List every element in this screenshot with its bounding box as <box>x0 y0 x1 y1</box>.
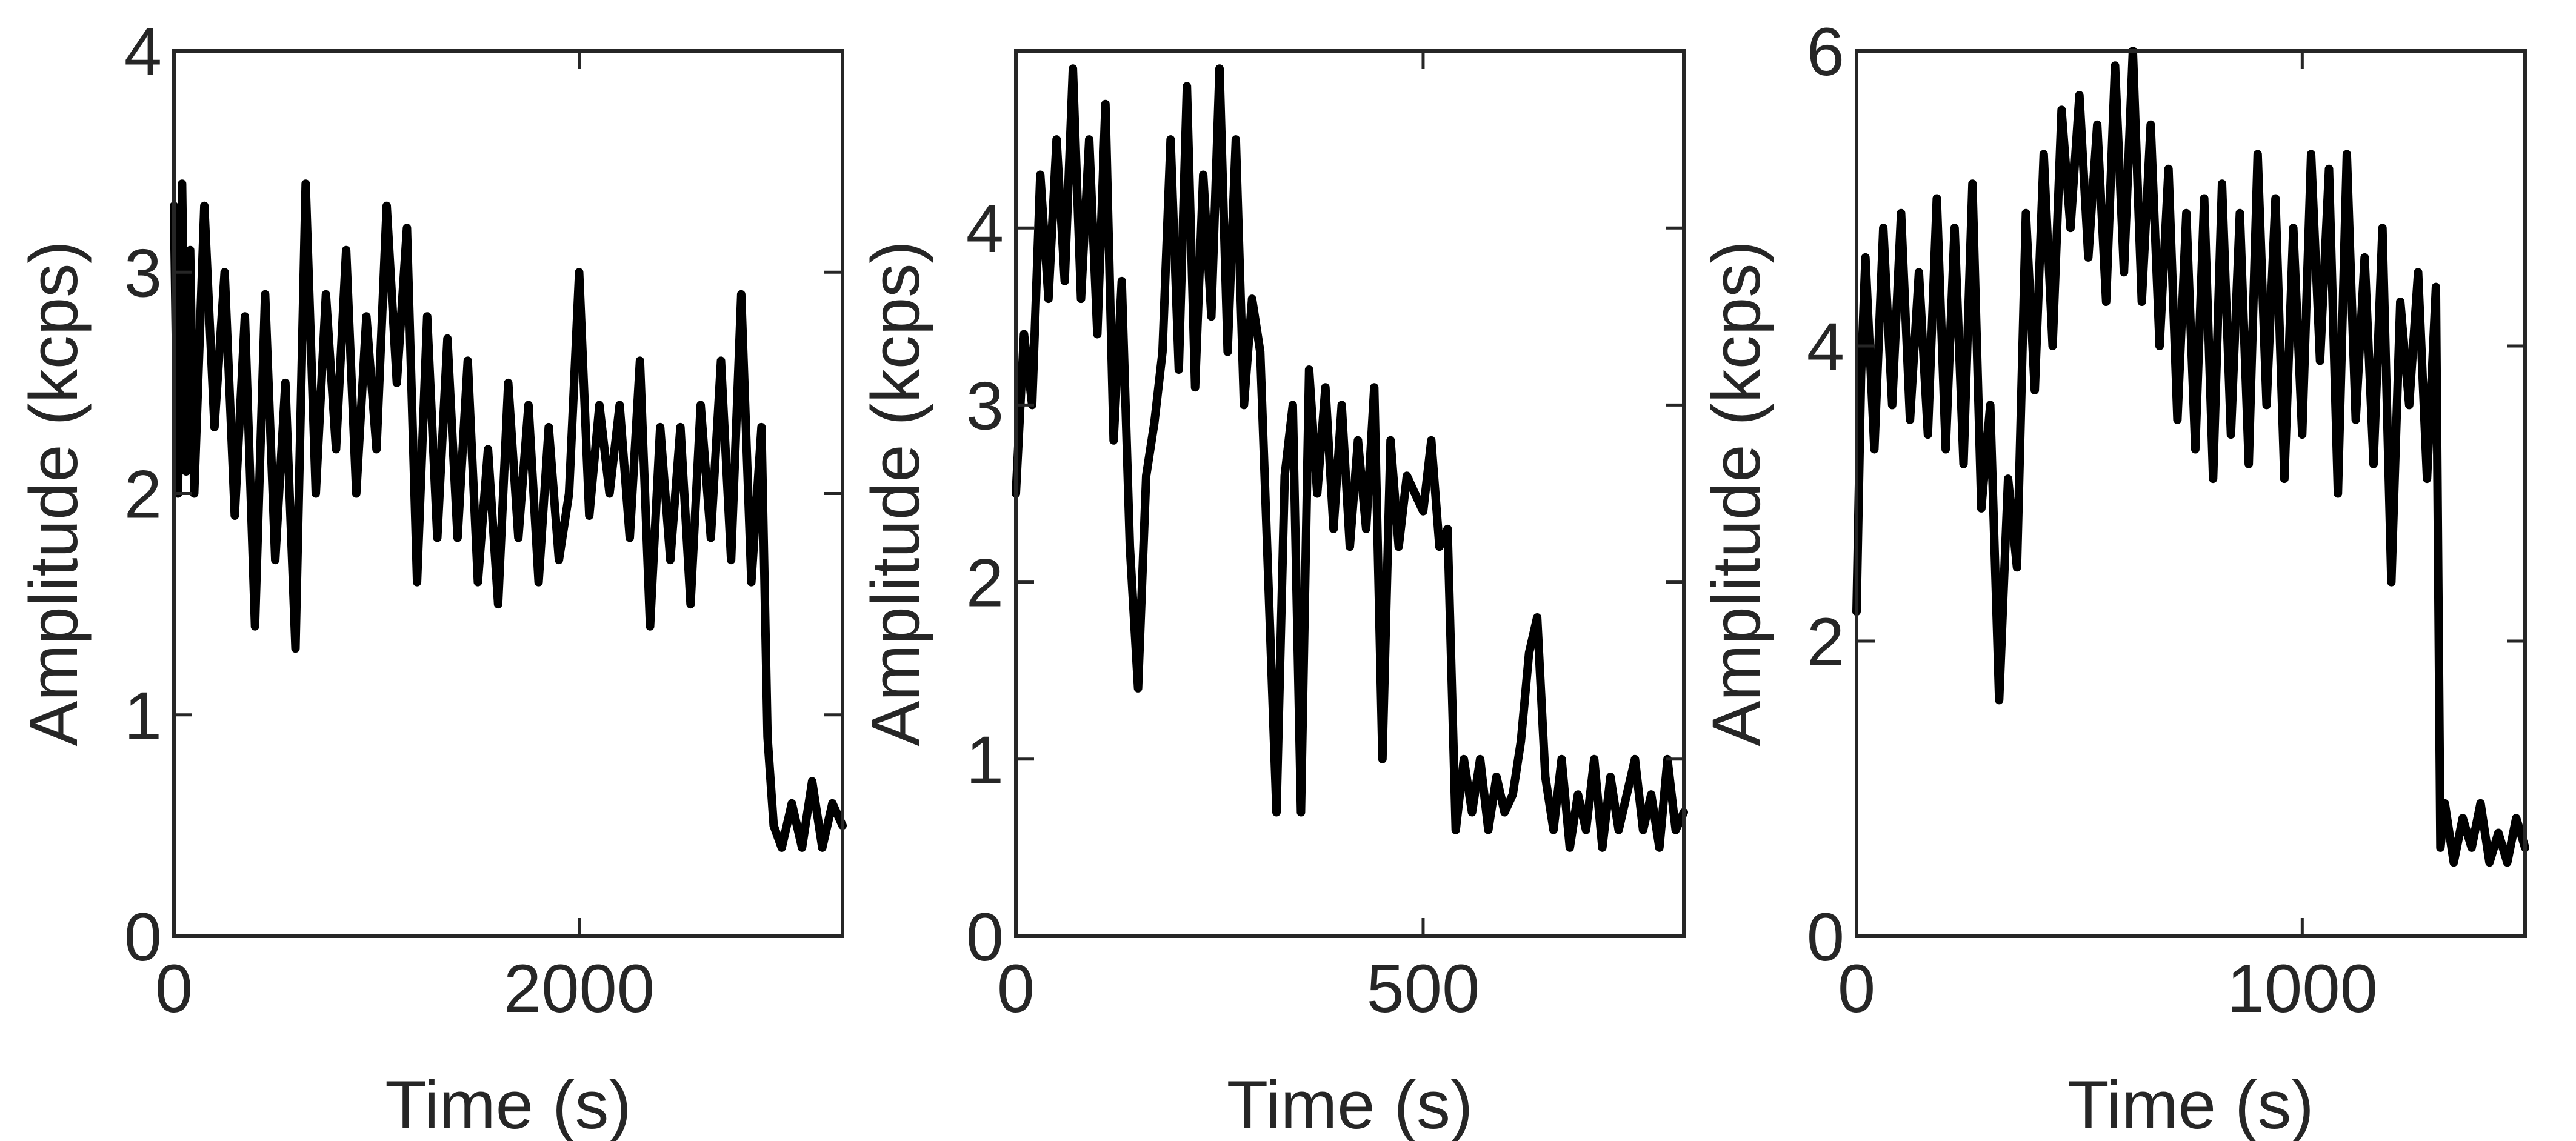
axes-frame <box>1855 49 2527 938</box>
y-tick-label: 4 <box>124 14 162 90</box>
x-tick-label: 500 <box>1367 951 1480 1026</box>
x-tick-label: 1000 <box>2227 951 2378 1026</box>
y-tick-label: 1 <box>124 678 162 754</box>
y-tick-label: 6 <box>1807 14 1844 90</box>
y-axis-label: Amplitude (kcps) <box>1698 241 1774 746</box>
series-line-1-1 <box>170 179 847 852</box>
x-axis-label: Time (s) <box>1227 1067 1473 1141</box>
x-axis-label: Time (s) <box>2067 1067 2314 1141</box>
chart-panel-2: 0 500 0 1 2 3 4 Time (s) Amplitude (kcps) <box>858 49 1688 1141</box>
y-tick-label: 2 <box>124 457 162 533</box>
series-line-2-1 <box>1012 64 1688 852</box>
x-tick-label: 0 <box>997 951 1035 1026</box>
chart-panel-3: 0 1000 0 2 4 6 Time (s) Amplitude (kcps) <box>1698 14 2529 1141</box>
y-tick-label: 4 <box>1807 309 1844 385</box>
x-tick-label: 0 <box>1838 951 1875 1026</box>
series-line-3-1 <box>1852 47 2529 867</box>
axes-frame <box>1014 49 1686 938</box>
chart-panel-1: 0 2000 0 1 2 3 4 Time (s) Amplitude (kcps) <box>16 14 847 1141</box>
x-tick-label: 2000 <box>504 951 655 1026</box>
y-tick-label: 0 <box>1807 899 1844 975</box>
x-tick-label: 0 <box>155 951 193 1026</box>
y-tick-label: 0 <box>966 899 1004 975</box>
x-axis-label: Time (s) <box>385 1067 631 1141</box>
y-tick-label: 1 <box>966 722 1004 798</box>
y-tick-label: 4 <box>966 191 1004 267</box>
y-tick-label: 0 <box>124 899 162 975</box>
y-tick-label: 3 <box>966 368 1004 444</box>
y-tick-label: 2 <box>1807 604 1844 680</box>
y-tick-label: 2 <box>966 545 1004 621</box>
y-tick-label: 3 <box>124 235 162 311</box>
y-axis-label: Amplitude (kcps) <box>16 241 92 746</box>
y-axis-label: Amplitude (kcps) <box>858 241 933 746</box>
